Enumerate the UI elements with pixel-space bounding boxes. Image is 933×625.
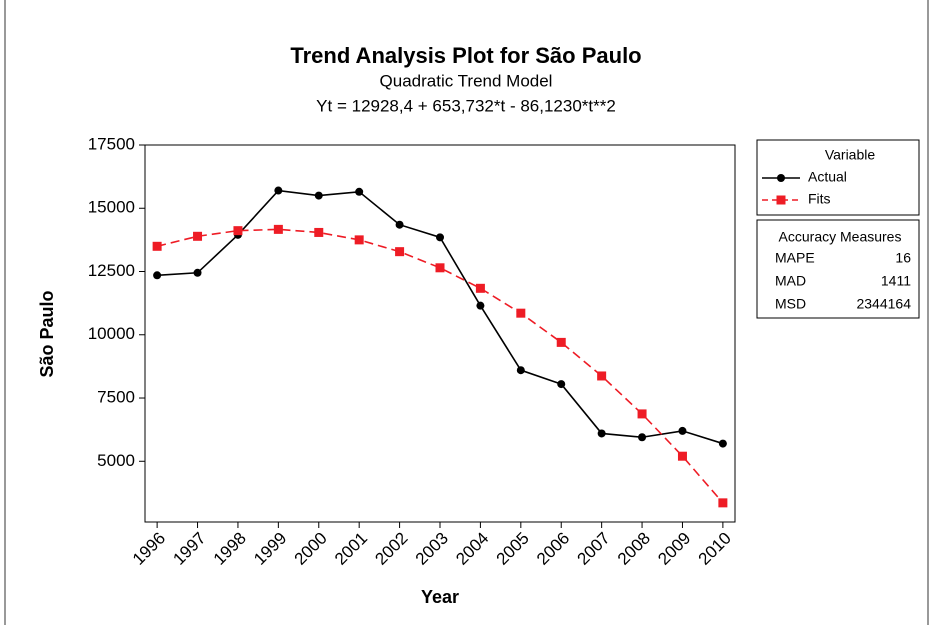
- data-point: [677, 451, 687, 461]
- y-tick-label: 10000: [88, 324, 135, 343]
- trend-equation: Yt = 12928,4 + 653,732*t - 86,1230*t**2: [316, 96, 616, 115]
- data-point: [354, 235, 364, 245]
- data-point: [516, 308, 526, 318]
- y-axis-label: São Paulo: [37, 290, 57, 377]
- data-point: [355, 187, 364, 196]
- chart-title: Trend Analysis Plot for São Paulo: [290, 43, 641, 68]
- data-point: [516, 366, 525, 375]
- data-point: [314, 191, 323, 200]
- data-point: [597, 429, 606, 438]
- legend-marker: [776, 195, 786, 205]
- data-point: [193, 231, 203, 241]
- accuracy-box: [756, 219, 920, 319]
- accuracy-label: MAD: [775, 273, 806, 289]
- data-point: [556, 337, 566, 347]
- data-point: [314, 227, 324, 237]
- y-tick-label: 5000: [97, 451, 135, 470]
- data-point: [153, 271, 162, 280]
- y-tick-label: 17500: [88, 134, 135, 153]
- accuracy-value: 16: [895, 250, 911, 266]
- data-point: [274, 186, 283, 195]
- accuracy-value: 1411: [881, 273, 911, 289]
- data-point: [233, 226, 243, 236]
- data-point: [678, 426, 687, 435]
- series-line: [156, 228, 724, 504]
- data-point: [718, 498, 728, 508]
- legend-label: Fits: [808, 191, 831, 207]
- accuracy-title: Accuracy Measures: [779, 229, 902, 245]
- chart-subtitle: Quadratic Trend Model: [380, 71, 553, 90]
- y-tick-label: 7500: [97, 388, 135, 407]
- y-tick-label: 15000: [88, 198, 135, 217]
- data-point: [637, 409, 647, 419]
- data-point: [435, 263, 445, 273]
- data-point: [395, 247, 405, 257]
- accuracy-label: MAPE: [775, 250, 815, 266]
- data-point: [152, 241, 162, 251]
- data-point: [476, 301, 485, 310]
- data-point: [193, 268, 202, 277]
- data-point: [557, 380, 566, 389]
- accuracy-label: MSD: [775, 296, 806, 312]
- data-point: [638, 433, 647, 442]
- legend-marker: [777, 174, 785, 182]
- data-point: [597, 371, 607, 381]
- x-axis-label: Year: [421, 587, 459, 607]
- legend-title: Variable: [825, 147, 876, 163]
- data-point: [475, 283, 485, 293]
- data-point: [436, 233, 444, 242]
- data-point: [273, 224, 283, 234]
- data-point: [395, 220, 404, 229]
- accuracy-value: 2344164: [856, 296, 911, 312]
- data-point: [718, 439, 727, 448]
- y-tick-label: 12500: [88, 261, 135, 280]
- legend-label: Actual: [808, 169, 847, 185]
